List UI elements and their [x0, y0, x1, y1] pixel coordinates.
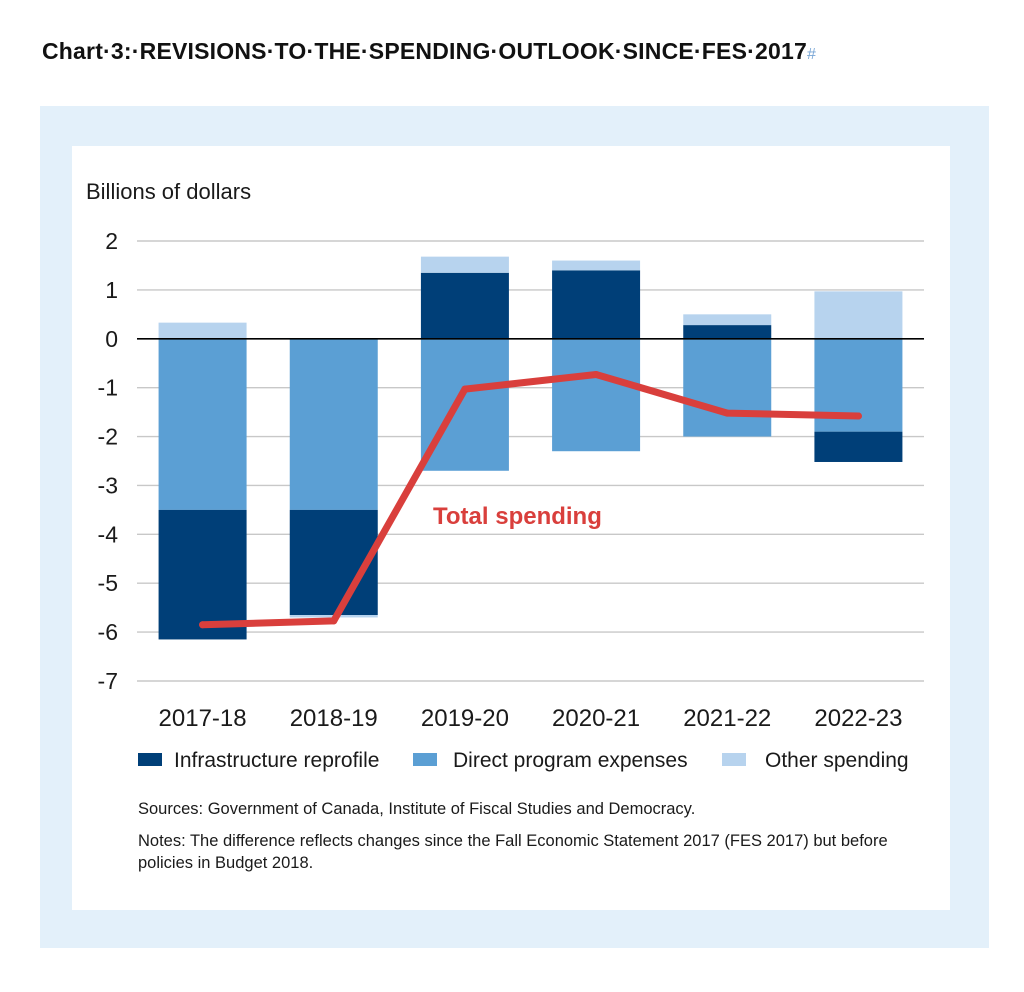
bar-direct-program-expenses-2021-22: [683, 338, 772, 437]
x-tick-label: 2019-20: [421, 705, 509, 732]
bar-other-spending-2022-23: [814, 291, 903, 339]
y-tick-label: -7: [98, 668, 118, 694]
x-tick-label: 2020-21: [552, 705, 640, 732]
y-tick-label: 2: [105, 228, 118, 254]
bar-infrastructure-reprofile-2021-22: [683, 325, 772, 339]
total-spending-point: [330, 617, 338, 625]
total-spending-point: [461, 385, 469, 393]
bar-other-spending-2017-18: [158, 322, 247, 339]
total-spending-line: [199, 370, 862, 629]
total-spending-point: [854, 412, 862, 420]
total-spending-point: [592, 370, 600, 378]
legend-swatch: [138, 753, 162, 766]
y-tick-label: 1: [105, 277, 118, 303]
total-spending-label: Total spending: [433, 503, 602, 530]
bar-infrastructure-reprofile-2020-21: [552, 270, 641, 339]
x-tick-label: 2021-22: [683, 705, 771, 732]
legend-swatch: [722, 753, 746, 766]
x-tick-label: 2017-18: [159, 705, 247, 732]
bar-direct-program-expenses-2019-20: [420, 338, 509, 471]
bar-other-spending-2021-22: [683, 314, 772, 326]
x-tick-label: 2022-23: [814, 705, 902, 732]
legend-label: Infrastructure reprofile: [174, 749, 379, 772]
chart-title-prefix: Chart·3:·: [42, 38, 140, 64]
y-tick-label: -5: [98, 570, 118, 596]
y-tick-label: -1: [98, 375, 118, 401]
chart-title-main: REVISIONS·TO·THE·SPENDING·OUTLOOK·SINCE·…: [139, 38, 807, 64]
x-tick-label: 2018-19: [290, 705, 378, 732]
notes-text: Notes: The difference reflects changes s…: [138, 832, 888, 872]
legend-swatch: [413, 753, 437, 766]
y-axis-label: Billions of dollars: [86, 179, 251, 204]
total-spending-point: [723, 409, 731, 417]
paragraph-mark: #: [806, 46, 817, 63]
bar-infrastructure-reprofile-2019-20: [420, 272, 509, 339]
y-tick-label: -4: [98, 521, 119, 547]
legend-label: Other spending: [765, 749, 909, 772]
total-spending-point: [199, 621, 207, 629]
bar-infrastructure-reprofile-2022-23: [814, 431, 903, 462]
y-tick-label: -6: [98, 619, 118, 645]
y-tick-label: -3: [98, 472, 118, 498]
bar-infrastructure-reprofile-2017-18: [158, 509, 247, 640]
y-tick-label: -2: [98, 424, 118, 450]
chart-title: Chart·3:·REVISIONS·TO·THE·SPENDING·OUTLO…: [42, 38, 816, 65]
sources-note: Sources: Government of Canada, Institute…: [138, 800, 696, 818]
legend-label: Direct program expenses: [453, 749, 688, 772]
bar-direct-program-expenses-2018-19: [289, 338, 378, 510]
y-tick-label: 0: [105, 326, 118, 352]
bar-other-spending-2019-20: [420, 256, 509, 273]
bar-other-spending-2020-21: [552, 260, 641, 271]
bar-direct-program-expenses-2017-18: [158, 338, 247, 510]
bar-direct-program-expenses-2020-21: [552, 338, 641, 452]
